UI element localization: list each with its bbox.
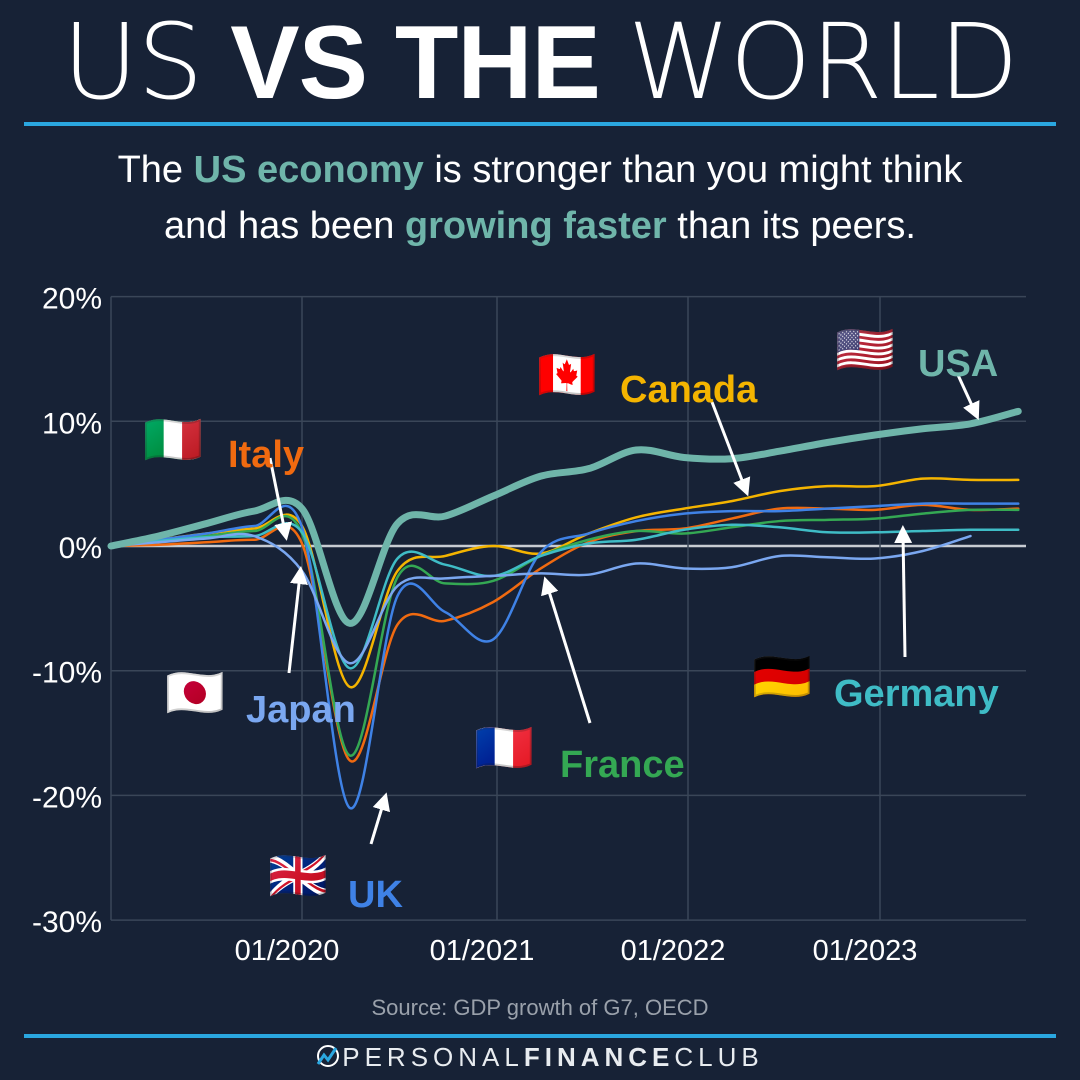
y-tick-label: -10% [32, 657, 102, 690]
title-us: US [62, 1, 203, 123]
label-usa: USA [918, 343, 998, 385]
annotation-france: 🇫🇷 France [474, 576, 685, 786]
flag-icon-france: 🇫🇷 [474, 722, 534, 775]
series-line-france [109, 508, 1020, 757]
annotation-japan: 🇯🇵 Japan [165, 566, 356, 731]
label-uk: UK [348, 874, 403, 916]
title-world: WORLD [627, 1, 1019, 123]
arrow-icon [894, 525, 913, 658]
arrow-icon [268, 457, 293, 541]
chart-up-logo-icon [316, 1044, 340, 1075]
x-axis: 01/2020 01/2021 01/2022 01/2023 [235, 935, 918, 967]
series-line-usa [107, 407, 1022, 627]
page-title: US VS THE WORLD [0, 2, 1080, 123]
arrow-icon [710, 401, 751, 497]
footer-divider [24, 1034, 1056, 1038]
subtitle-highlight: growing faster [404, 205, 667, 247]
y-tick-label: -30% [32, 906, 102, 939]
annotation-canada: 🇨🇦 Canada [537, 349, 758, 497]
chart-series [107, 407, 1022, 810]
brand-finance: FINANCE [523, 1042, 675, 1072]
x-tick-label: 01/2021 [430, 935, 535, 967]
subtitle-line-2: and has been growing faster than its pee… [0, 198, 1080, 254]
series-line-japan [109, 532, 972, 665]
x-tick-label: 01/2020 [235, 935, 340, 967]
brand-logo: PERSONALFINANCECLUB [0, 1042, 1080, 1075]
flag-icon-usa: 🇺🇸 [835, 324, 895, 377]
header-divider [24, 122, 1056, 126]
annotation-italy: 🇮🇹 Italy [143, 414, 304, 541]
arrow-icon [287, 566, 308, 674]
annotation-uk: 🇬🇧 UK [268, 792, 403, 916]
brand-personal: PERSONAL [342, 1042, 524, 1072]
label-canada: Canada [620, 369, 758, 411]
subtitle-highlight: US economy [193, 149, 424, 191]
subtitle-text: and has been [164, 205, 405, 247]
series-line-germany [109, 522, 1020, 670]
x-tick-label: 01/2023 [813, 935, 918, 967]
x-tick-label: 01/2022 [621, 935, 726, 967]
annotation-usa: 🇺🇸 USA [835, 324, 998, 421]
subtitle-line-1: The US economy is stronger than you migh… [0, 142, 1080, 198]
y-tick-label: -20% [32, 781, 102, 814]
subtitle-text: The [117, 149, 194, 191]
flag-icon-japan: 🇯🇵 [165, 667, 225, 720]
label-italy: Italy [228, 434, 304, 476]
gdp-growth-chart: 20%10%0%-10%-20%-30% 01/2020 01/2021 01/20… [32, 283, 1026, 967]
label-germany: Germany [834, 673, 999, 715]
flag-icon-germany: 🇩🇪 [752, 651, 812, 704]
subtitle-text: is stronger than you might think [423, 149, 963, 191]
y-tick-label: 20% [42, 283, 102, 316]
y-axis: 20% 10% 0% -10% -20% -30% [32, 283, 102, 939]
source-note: Source: GDP growth of G7, OECD [371, 995, 709, 1020]
label-japan: Japan [246, 689, 356, 731]
y-tick-label: 0% [59, 532, 102, 565]
flag-icon-italy: 🇮🇹 [143, 414, 203, 467]
annotation-germany: 🇩🇪 Germany [752, 525, 999, 715]
chart-annotations: 🇺🇸 USA 🇨🇦 Canada 🇮🇹 Italy 🇯🇵 Japan 🇬🇧 UK 🇫🇷 France 🇩… [143, 324, 999, 916]
brand-club: CLUB [674, 1042, 764, 1072]
series-line-uk [109, 502, 1020, 810]
label-france: France [560, 744, 685, 786]
y-tick-label: 10% [42, 407, 102, 440]
subtitle-text: than its peers. [666, 205, 916, 247]
arrow-icon [369, 792, 391, 845]
arrow-icon [541, 576, 592, 724]
title-vs-the: VS THE [230, 5, 601, 121]
flag-icon-canada: 🇨🇦 [537, 349, 597, 402]
arrow-icon [956, 374, 980, 421]
flag-icon-uk: 🇬🇧 [268, 850, 328, 903]
